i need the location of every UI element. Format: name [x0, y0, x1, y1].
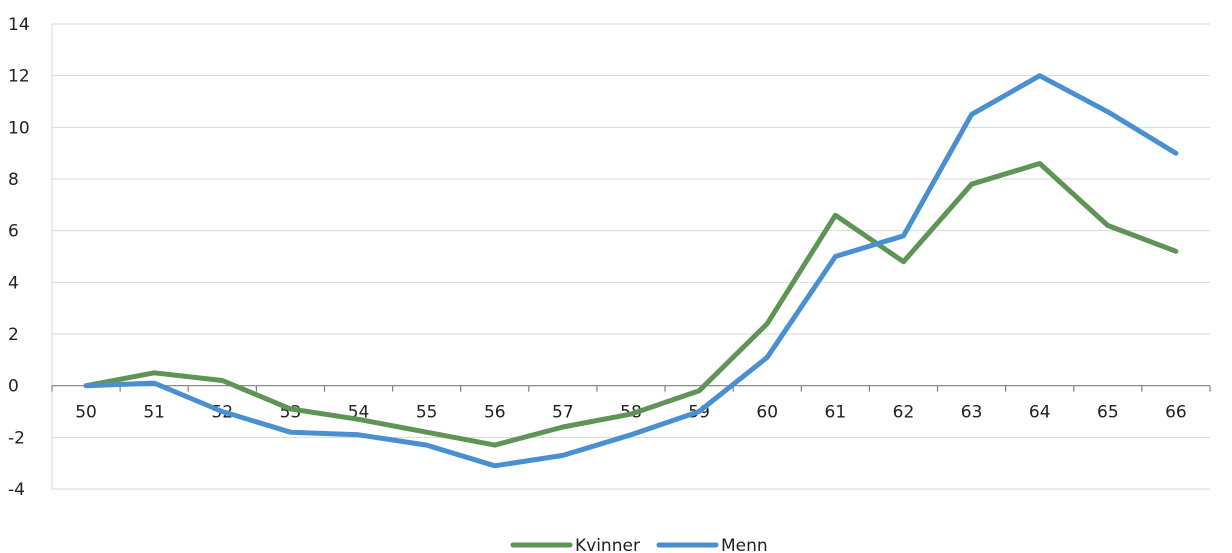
y-axis: -4 -2 0 2 4 6 8 10 12 14	[8, 15, 53, 500]
x-tick-label: 60	[756, 403, 778, 423]
x-tick-label: 64	[1029, 403, 1051, 423]
x-tick-label: 65	[1097, 403, 1119, 423]
x-tick-label: 66	[1165, 403, 1187, 423]
x-tick-label: 63	[961, 403, 983, 423]
x-tick-label: 50	[75, 403, 97, 423]
y-tick-label: 8	[8, 170, 19, 190]
gridlines	[52, 23, 1210, 490]
x-tick-label: 57	[552, 403, 574, 423]
y-tick-label: 4	[8, 273, 19, 293]
x-tick-label: 62	[893, 403, 915, 423]
y-tick-label: 0	[8, 377, 19, 397]
y-tick-label: -4	[8, 480, 25, 500]
legend: Kvinner Menn	[510, 536, 768, 553]
y-tick-label: 6	[8, 222, 19, 242]
y-tick-label: 12	[8, 67, 30, 87]
y-tick-label: 2	[8, 325, 19, 345]
legend-label-menn: Menn	[721, 536, 768, 553]
x-tick-label: 61	[825, 403, 847, 423]
x-tick-label: 51	[143, 403, 165, 423]
y-tick-label: 14	[8, 15, 30, 35]
x-tick-label: 56	[484, 403, 506, 423]
y-tick-label: -2	[8, 428, 25, 448]
series-lines	[83, 73, 1179, 469]
x-tick-label: 55	[416, 403, 438, 423]
x-axis: 50 51 52 53 54 55 56 57 58 59 60 61 62 63 64 65 66	[51, 385, 1211, 423]
y-tick-label: 10	[8, 118, 30, 138]
legend-label-kvinner: Kvinner	[575, 536, 640, 553]
series-line-kvinner	[83, 161, 1179, 448]
series-line-menn	[83, 73, 1179, 469]
